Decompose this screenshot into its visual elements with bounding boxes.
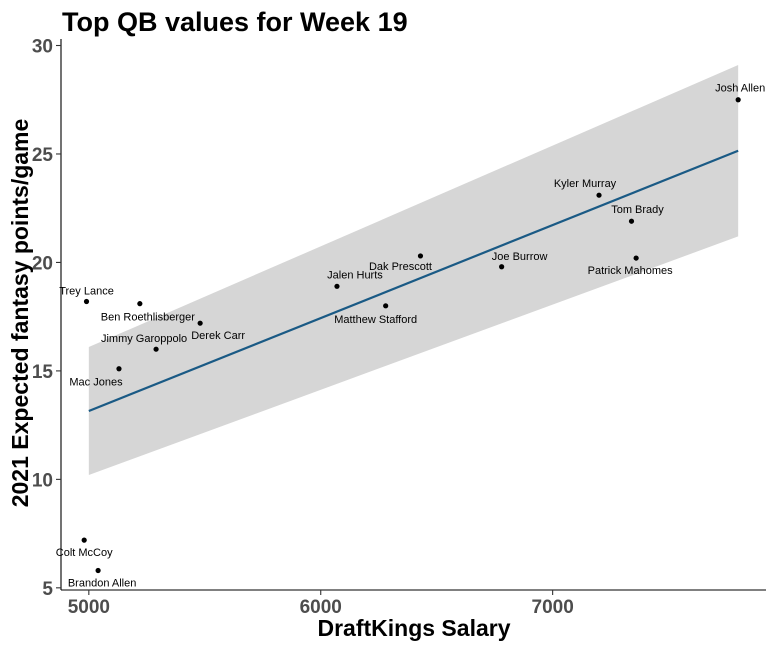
y-tick-label: 20 bbox=[32, 253, 53, 274]
point-labels-layer: Josh Allen Kyler Murray Tom Brady Patrick M… bbox=[56, 83, 765, 590]
point-label: Matthew Stafford bbox=[334, 314, 417, 326]
point-label: Derek Carr bbox=[191, 330, 245, 342]
point-label: Dak Prescott bbox=[369, 261, 432, 273]
y-tick-label: 30 bbox=[32, 37, 53, 58]
point-label: Colt McCoy bbox=[56, 547, 113, 559]
data-point bbox=[417, 253, 424, 259]
data-point bbox=[95, 567, 101, 574]
data-point bbox=[383, 303, 389, 309]
trend-line bbox=[88, 149, 739, 413]
point-label: Tom Brady bbox=[611, 204, 664, 216]
data-point bbox=[334, 283, 340, 289]
data-point bbox=[197, 320, 203, 326]
point-label: Trey Lance bbox=[59, 285, 114, 297]
data-point bbox=[596, 192, 602, 198]
x-axis-title: DraftKings Salary bbox=[317, 615, 510, 641]
chart-title: Top QB values for Week 19 bbox=[62, 7, 408, 37]
point-label: Patrick Mahomes bbox=[588, 265, 673, 277]
data-point bbox=[81, 537, 87, 543]
point-label: Brandon Allen bbox=[68, 577, 137, 589]
data-point bbox=[628, 218, 635, 224]
data-point bbox=[137, 301, 143, 307]
point-label: Ben Roethlisberger bbox=[101, 312, 196, 324]
y-tick-label: 5 bbox=[42, 579, 53, 600]
confidence-band-layer bbox=[88, 65, 739, 476]
point-label: Josh Allen bbox=[715, 83, 765, 95]
data-point bbox=[116, 366, 122, 372]
x-tick-label: 6000 bbox=[300, 597, 342, 618]
y-tick-label: 10 bbox=[32, 470, 53, 491]
x-tick-label: 5000 bbox=[68, 597, 110, 618]
data-point bbox=[633, 255, 639, 261]
x-tick-label: 7000 bbox=[532, 597, 574, 618]
data-point bbox=[153, 346, 159, 352]
point-label: Joe Burrow bbox=[492, 251, 548, 263]
y-axis-title: 2021 Expected fantasy points/game bbox=[7, 119, 33, 508]
y-tick-label: 25 bbox=[32, 145, 54, 166]
point-label: Jalen Hurts bbox=[327, 269, 383, 281]
axes-layer bbox=[60, 39, 766, 591]
trend-line-layer bbox=[88, 149, 739, 413]
point-label: Kyler Murray bbox=[554, 178, 617, 190]
tick-labels-layer: 5000 6000 7000 5 10 15 20 25 30 bbox=[32, 37, 574, 618]
data-points-layer bbox=[81, 97, 741, 574]
point-label: Jimmy Garoppolo bbox=[101, 333, 187, 345]
data-point bbox=[83, 298, 90, 305]
point-label: Mac Jones bbox=[69, 377, 123, 389]
data-point bbox=[735, 97, 741, 103]
confidence-band bbox=[88, 65, 739, 476]
data-point bbox=[499, 264, 505, 270]
y-tick-label: 15 bbox=[32, 362, 54, 383]
